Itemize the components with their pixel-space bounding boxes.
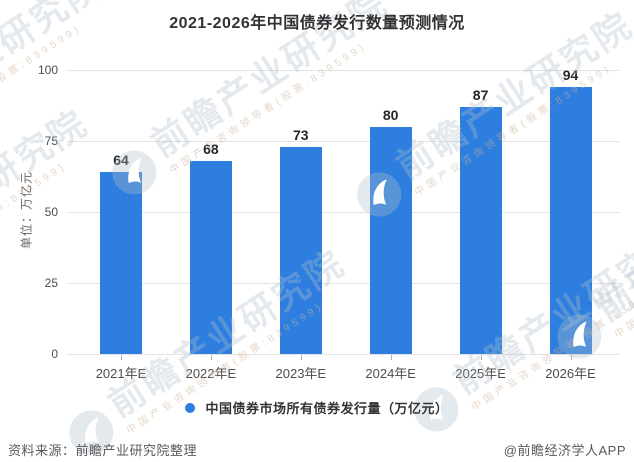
x-axis-label: 2024年E (365, 366, 416, 381)
gridline-y-25 (67, 283, 620, 284)
x-axis-tick (480, 355, 482, 360)
bar-value-label: 64 (113, 152, 129, 169)
gridline-y-75 (67, 141, 620, 142)
bar-value-label: 80 (382, 106, 399, 123)
y-tick-label: 25 (44, 276, 58, 290)
legend-series-label: 中国债券市场所有债券发行量（万亿元） (205, 401, 449, 416)
bar-value-label: 94 (562, 67, 579, 84)
x-axis-tick (390, 355, 392, 360)
gridline-y-50 (67, 212, 620, 213)
legend-marker-dot (185, 402, 196, 413)
x-axis-label: 2025年E (455, 366, 506, 381)
x-axis-tick (570, 355, 572, 360)
x-axis-label: 2023年E (275, 366, 327, 381)
chart-footer: 资料来源：前瞻产业研究院整理 @前瞻经济学人APP (0, 436, 634, 462)
bar (549, 87, 592, 354)
y-tick-label: 50 (44, 205, 58, 219)
y-tick-label: 100 (37, 63, 58, 77)
bar (459, 106, 502, 354)
source-text: 资料来源：前瞻产业研究院整理 (8, 442, 198, 458)
bar (369, 126, 412, 354)
gridline-y-0 (67, 354, 620, 355)
bar-value-label: 73 (293, 126, 309, 143)
bar (279, 146, 322, 354)
x-axis-tick (300, 355, 302, 360)
bar-value-label: 87 (472, 86, 489, 103)
x-axis-tick (210, 355, 212, 360)
bar (100, 172, 142, 354)
credit-text: @前瞻经济学人APP (503, 442, 626, 458)
bar (189, 160, 232, 354)
x-axis-tick (121, 355, 122, 360)
chart-legend: 中国债券市场所有债券发行量（万亿元） (0, 398, 634, 417)
y-tick-label: 0 (51, 347, 58, 361)
x-axis-label: 2026年E (545, 366, 596, 381)
x-axis-label: 2022年E (185, 366, 237, 381)
chart-title: 2021-2026年中国债券发行数量预测情况 (169, 15, 465, 32)
x-axis-label: 2021年E (95, 366, 147, 381)
bar-value-label: 68 (203, 140, 219, 157)
gridline-y-100 (67, 70, 620, 71)
y-tick-label: 75 (44, 134, 58, 148)
